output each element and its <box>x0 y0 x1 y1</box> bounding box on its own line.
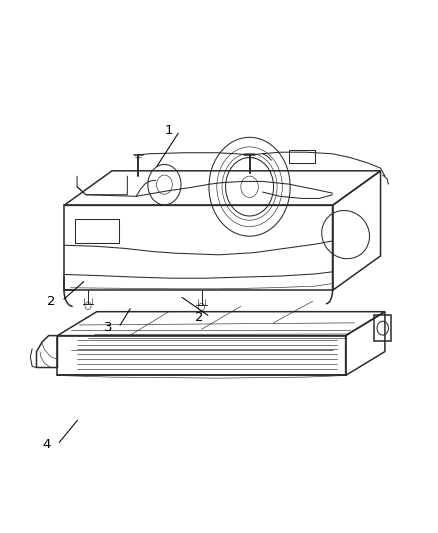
Text: 4: 4 <box>42 438 51 451</box>
Text: 3: 3 <box>103 321 112 334</box>
Text: 1: 1 <box>165 124 173 138</box>
Text: 2: 2 <box>195 311 204 324</box>
Text: 2: 2 <box>47 295 55 308</box>
